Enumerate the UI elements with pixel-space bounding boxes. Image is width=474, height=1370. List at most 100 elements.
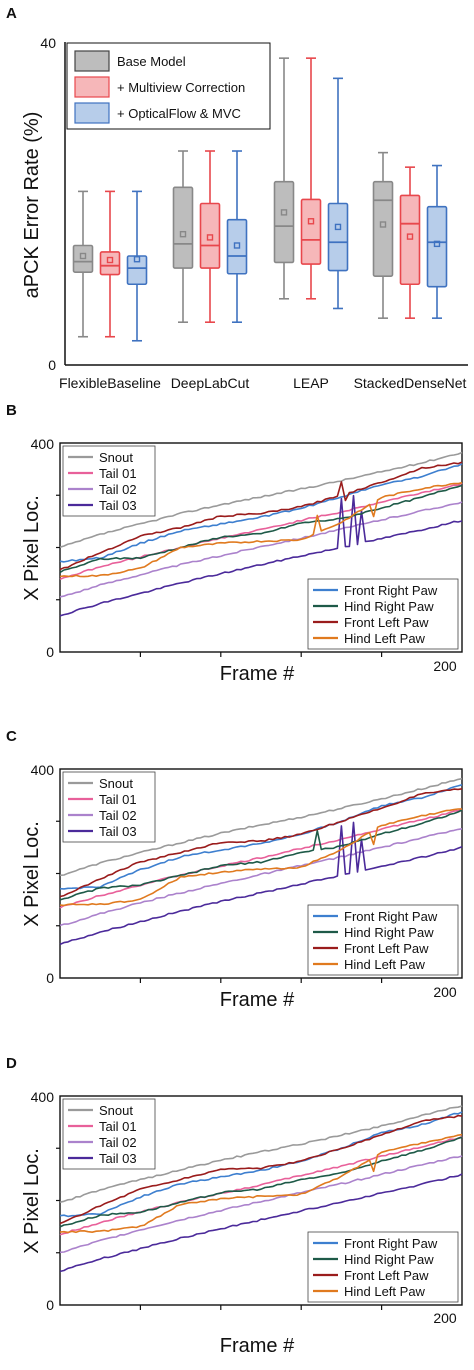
box-mean-marker — [206, 234, 214, 241]
legend-label: Tail 03 — [99, 498, 137, 513]
legend-label: Front Right Paw — [344, 909, 438, 924]
panel-a-category-label: StackedDenseNet — [354, 375, 467, 391]
box-body — [327, 202, 349, 272]
legend-label: Hind Right Paw — [344, 1252, 434, 1267]
panel-a-letter: A — [6, 5, 17, 22]
box-mean-marker — [106, 256, 114, 264]
box-body — [300, 198, 322, 265]
legend-label: Front Left Paw — [344, 1268, 429, 1283]
series-line-hind-right-paw — [59, 1136, 463, 1228]
box-mean-marker — [280, 209, 288, 216]
panel-c-axes — [56, 768, 463, 983]
box-mean-marker — [334, 223, 342, 231]
panel-b-ylabel: X Pixel Loc. — [21, 495, 43, 601]
series-line-snout — [59, 451, 463, 548]
legend-label: Front Left Paw — [344, 941, 429, 956]
series-line-tail-03 — [59, 1173, 463, 1273]
legend-label: Front Left Paw — [344, 615, 429, 630]
legend-label: Tail 02 — [99, 808, 137, 823]
box-body — [399, 194, 421, 286]
legend-label: Tail 01 — [99, 1119, 137, 1134]
legend-label: Snout — [99, 776, 133, 791]
series-line-tail-03 — [59, 821, 463, 946]
series-line-snout — [59, 777, 463, 877]
panel-a-boxplot: 40 0 aPCK Error Rate (%) FlexibleBaselin… — [21, 35, 468, 391]
legend-label: Tail 02 — [99, 482, 137, 497]
series-line-tail-02 — [59, 501, 463, 598]
panel-c-xlabel: Frame # — [220, 989, 295, 1011]
legend-label-opticalflow-mvc: + OpticalFlow & MVC — [117, 106, 241, 121]
legend-label: Hind Left Paw — [344, 1284, 426, 1299]
panel-c-ytick-top: 400 — [31, 762, 55, 778]
panel-b-letter: B — [6, 402, 17, 419]
box-mean-marker — [406, 233, 414, 240]
series-line-tail-01 — [59, 482, 463, 581]
panel-d-line-chart: 400 0 200 Frame # X Pixel Loc. SnoutTail… — [21, 1089, 463, 1357]
legend-label: Hind Left Paw — [344, 957, 426, 972]
box-mean-marker — [179, 230, 187, 238]
box-mean-marker — [379, 221, 387, 228]
legend-label: Front Right Paw — [344, 1236, 438, 1251]
series-line-hind-left-paw — [59, 1133, 463, 1234]
panel-d-letter: D — [6, 1055, 17, 1072]
panel-a-category-label: LEAP — [293, 375, 329, 391]
series-line-front-right-paw — [59, 463, 463, 563]
legend-label: Tail 03 — [99, 1151, 137, 1166]
panel-c-xtick-200: 200 — [433, 984, 457, 1000]
legend-label: Tail 01 — [99, 466, 137, 481]
series-line-tail-01 — [59, 808, 463, 909]
panel-b-axes — [56, 442, 463, 657]
panel-b-series — [59, 451, 463, 617]
panel-a-category-label: DeepLabCut — [171, 375, 250, 391]
series-line-hind-left-paw — [59, 808, 463, 907]
legend-swatch-opticalflow-mvc — [74, 102, 110, 124]
box-body — [99, 251, 121, 276]
panel-d-ytick-bottom: 0 — [46, 1297, 54, 1313]
legend-label-multiview-correction: + Multiview Correction — [117, 80, 245, 95]
box-body — [226, 218, 248, 275]
series-line-front-left-paw — [59, 788, 463, 898]
panel-d-ylabel: X Pixel Loc. — [21, 1148, 43, 1254]
panel-d-series — [59, 1105, 463, 1273]
legend-label: Front Right Paw — [344, 583, 438, 598]
panel-a-legend: Base Model + Multiview Correction + Opti… — [66, 42, 271, 130]
panel-d-axes — [56, 1095, 463, 1310]
legend-swatch-base-model — [74, 50, 110, 72]
panel-d-xtick-200: 200 — [433, 1310, 457, 1326]
legend-label: Hind Left Paw — [344, 631, 426, 646]
box-body — [172, 186, 194, 269]
series-line-hind-right-paw — [59, 484, 463, 574]
panel-c-ylabel: X Pixel Loc. — [21, 821, 43, 927]
legend-label: Tail 03 — [99, 824, 137, 839]
legend-label: Hind Right Paw — [344, 925, 434, 940]
series-line-tail-02 — [59, 1155, 463, 1254]
panel-c-line-chart: 400 0 200 Frame # X Pixel Loc. Snout Tail… — [21, 762, 463, 1011]
box-mean-marker — [233, 242, 241, 249]
series-line-snout — [59, 1105, 463, 1203]
panel-c-letter: C — [6, 728, 17, 745]
series-line-hind-left-paw — [59, 481, 463, 578]
box-body — [273, 180, 295, 264]
panel-b-ytick-bottom: 0 — [46, 644, 54, 660]
box-mean-marker — [133, 256, 141, 263]
panel-c-ytick-bottom: 0 — [46, 970, 54, 986]
legend-label: Snout — [99, 1103, 133, 1118]
box-body — [199, 202, 221, 269]
legend-label: Hind Right Paw — [344, 599, 434, 614]
series-line-front-left-paw — [59, 461, 463, 571]
panel-b-xlabel: Frame # — [220, 663, 295, 685]
panel-a-ytick-bottom: 0 — [48, 357, 56, 373]
series-line-tail-03 — [59, 494, 463, 617]
box-mean-marker — [433, 240, 441, 248]
panel-a-category-label: FlexibleBaseline — [59, 375, 161, 391]
panel-b-xtick-200: 200 — [433, 658, 457, 674]
series-line-hind-right-paw — [59, 809, 463, 901]
series-line-tail-02 — [59, 828, 463, 927]
panel-a-ytick-top: 40 — [40, 35, 56, 51]
legend-label: Tail 02 — [99, 1135, 137, 1150]
panel-a-ylabel: aPCK Error Rate (%) — [21, 112, 43, 299]
panel-b-ytick-top: 400 — [31, 436, 55, 452]
